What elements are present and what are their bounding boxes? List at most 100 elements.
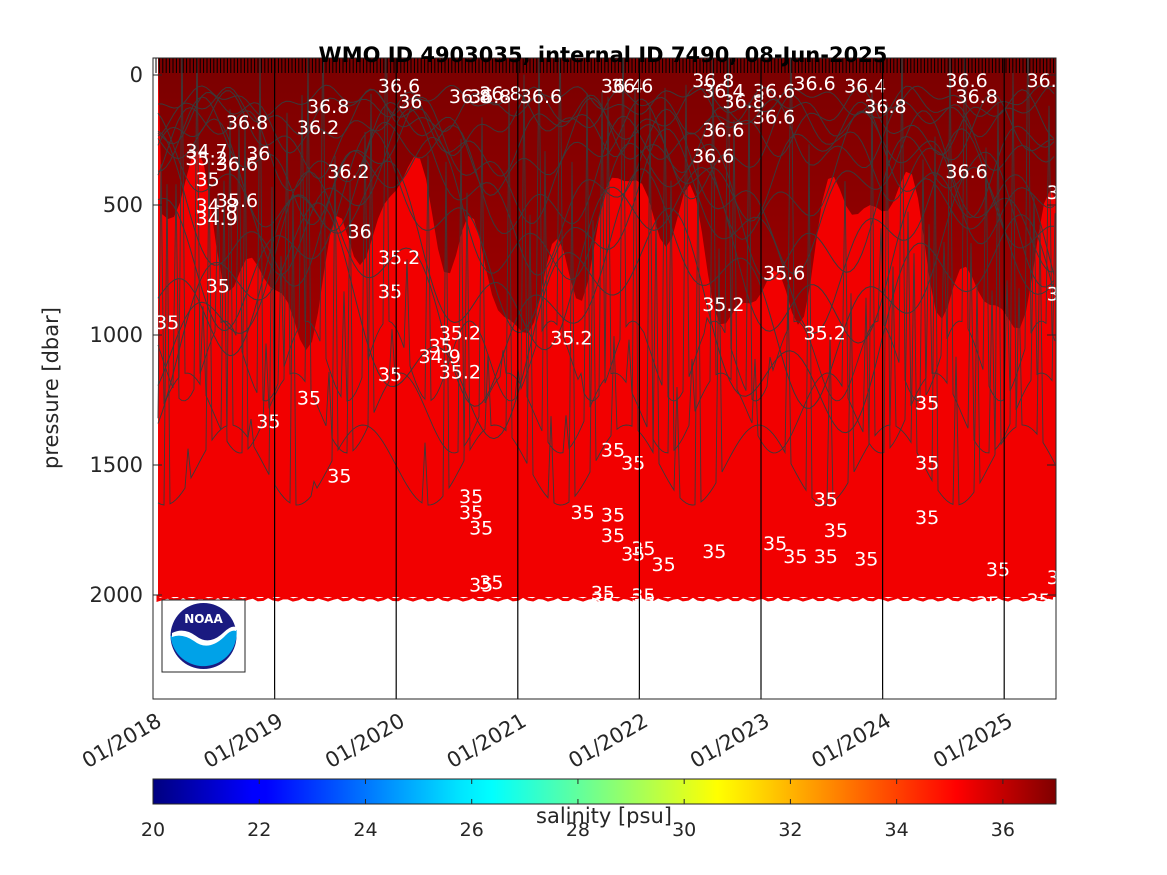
contour-label: 35 <box>783 546 807 568</box>
contour-label: 36.6 <box>702 120 744 142</box>
contour-label: 36.2 <box>297 117 339 139</box>
contour-label: 36.6 <box>1047 182 1089 204</box>
contour-label: 36.6 <box>753 107 795 129</box>
colorbar-tick-label: 36 <box>991 819 1015 841</box>
contour-label: 35 <box>601 504 625 526</box>
contour-label: 35.6 <box>216 190 258 212</box>
contour-label: 35 <box>378 364 402 386</box>
profile-ticks <box>155 58 1055 73</box>
contour-labels: 36.6 36.836.836 36.836.6 36.436.6 36.836.436… <box>155 70 1089 625</box>
axes-box <box>152 57 1057 700</box>
contour-label: 35 <box>824 520 848 542</box>
contour-label: 35.2 <box>185 148 227 170</box>
contour-label: 35 <box>854 549 878 571</box>
contour-label: 36.6 <box>378 75 420 97</box>
contour-label: 35.2 <box>550 328 592 350</box>
contour-label: 35 <box>479 572 503 594</box>
x-tick-label: 01/2025 <box>929 709 1017 773</box>
contour-label: 34.9 <box>196 208 238 230</box>
contour-label: 36.4 <box>702 81 744 103</box>
contour-label: 35 <box>631 590 655 612</box>
contour-label: 35 <box>631 585 655 607</box>
contour-label: 35 <box>621 452 645 474</box>
contour-label: 36.4 <box>601 75 643 97</box>
contour-label: 36.6 <box>945 70 987 92</box>
year-gridlines <box>274 58 1005 699</box>
contour-label: 34.8 <box>196 195 238 217</box>
contour-label: 36.8 <box>723 91 765 113</box>
contour-label: 35 <box>1027 590 1051 612</box>
colorbar-tick-label: 20 <box>141 819 165 841</box>
contour-label: 35 <box>571 502 595 524</box>
y-tick-label: 1500 <box>90 453 143 477</box>
y-tick-label: 0 <box>130 63 143 87</box>
contour-label: 35 <box>915 452 939 474</box>
colorbar-tick-label: 22 <box>247 819 271 841</box>
contour-label: 35 <box>155 312 179 334</box>
contour-label: 35 <box>469 575 493 597</box>
colorbar <box>152 778 1057 805</box>
contour-label: 34.7 <box>185 140 227 162</box>
contour-label: 35 <box>652 554 676 576</box>
contour-label: 36 <box>398 91 422 113</box>
contour-label: 35 <box>297 387 321 409</box>
x-tick-label: 01/2021 <box>443 709 531 773</box>
logo-disc-bottom <box>170 629 237 667</box>
colorbar-tick-label: 26 <box>460 819 484 841</box>
contour-line <box>157 110 1055 245</box>
contour-line <box>157 160 1055 357</box>
contour-label: 34.9 <box>419 346 461 368</box>
contour-label: 35 <box>378 281 402 303</box>
y-tick-label: 1000 <box>90 323 143 347</box>
contour-label: 36.8 <box>449 86 491 108</box>
contour-label: 35 <box>986 559 1010 581</box>
contour-label: 36.6 <box>692 146 734 168</box>
contour-label: 36 <box>348 221 372 243</box>
contour-line <box>157 58 1056 454</box>
contour-label: 36.6 <box>1027 70 1069 92</box>
contour-label: 36.8 <box>307 96 349 118</box>
x-tick-label: 01/2024 <box>808 709 896 773</box>
contour-label: 35 <box>469 517 493 539</box>
contour-label: 36.2 <box>327 161 369 183</box>
contour-label: 35 <box>631 538 655 560</box>
contour-label: 35.2 <box>439 361 481 383</box>
contour-label: 35 <box>459 502 483 524</box>
contour-label: 36.8 <box>864 96 906 118</box>
contour-label: 36.6 <box>216 153 258 175</box>
contour-label: 35 <box>976 593 1000 615</box>
colorbar-tick-label: 34 <box>885 819 909 841</box>
contour-line <box>157 130 1055 288</box>
contour-label: 36.6 <box>793 73 835 95</box>
colorbar-tick-label: 30 <box>672 819 696 841</box>
x-tick-label: 01/2018 <box>78 709 166 773</box>
x-tick-label: 01/2022 <box>564 709 652 773</box>
colorbar-tick-label: 32 <box>778 819 802 841</box>
contour-label: 35 <box>429 335 453 357</box>
contour-label: 35 <box>621 543 645 565</box>
contour-label: 35 <box>327 465 351 487</box>
contour-label: 36.6 <box>520 86 562 108</box>
contour-label: 36.6 <box>945 161 987 183</box>
contour-label: 35.2 <box>702 294 744 316</box>
contour-label: 35 <box>206 276 230 298</box>
colorbar-ticks: 20 22 24 26 28 30 32 34 36 <box>141 779 1015 841</box>
y-tick-label: 2000 <box>90 583 143 607</box>
contour-label: 35 <box>601 525 625 547</box>
contour-label: 35.2 <box>378 247 420 269</box>
contour-label: 36.4 <box>844 75 886 97</box>
data-bottom-edge <box>156 594 1054 603</box>
contour-lines <box>156 58 1056 603</box>
y-axis-label: pressure [dbar] <box>39 307 63 469</box>
contour-label: 35 <box>1047 567 1071 589</box>
contour-label: 35 <box>459 486 483 508</box>
contour-label: 36.6 <box>611 75 653 97</box>
colorbar-label: salinity [psu] <box>536 804 672 828</box>
contour-label: 36.8 <box>469 86 511 108</box>
upper-salinity-layer <box>158 58 1056 351</box>
contour-label: 35 <box>814 489 838 511</box>
colorbar-tick-label: 24 <box>353 819 377 841</box>
y-tick-label: 500 <box>103 193 143 217</box>
contour-label: 36.8 <box>956 86 998 108</box>
